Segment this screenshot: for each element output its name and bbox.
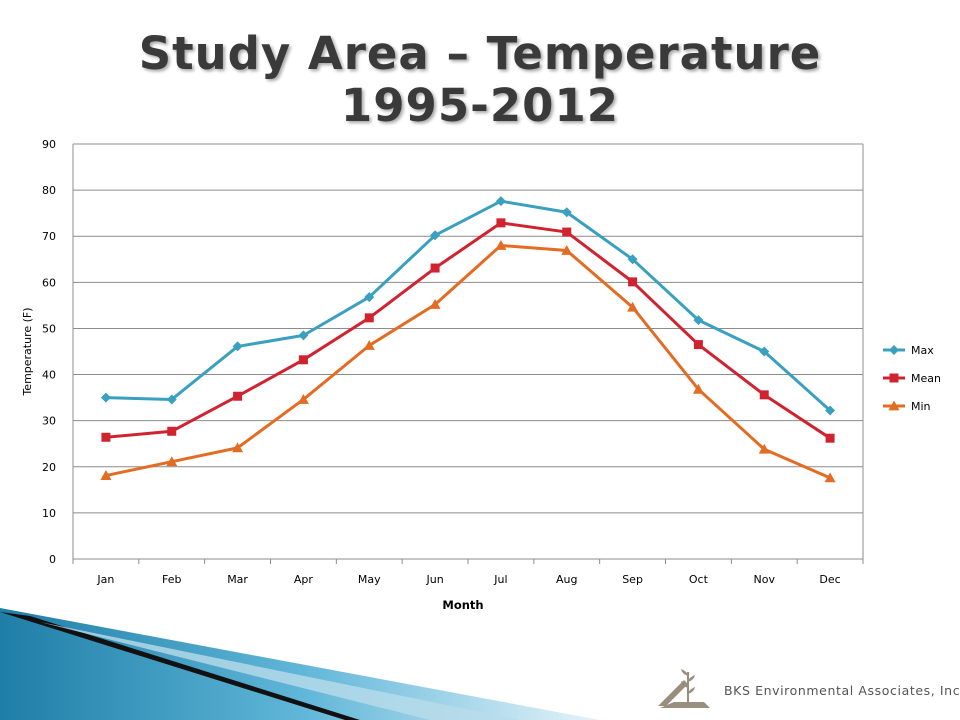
slide-title: Study Area – Temperature 1995-2012 [0, 28, 960, 132]
y-tick-label: 90 [42, 138, 56, 151]
data-point-min [363, 340, 375, 350]
data-point-mean [364, 313, 374, 323]
data-point-max [627, 254, 638, 265]
y-axis-title: Temperature (F) [21, 307, 34, 396]
data-point-max [298, 330, 309, 341]
legend-label-max: Max [911, 344, 934, 357]
slide-title-line2: 1995-2012 [340, 79, 620, 132]
data-point-mean [167, 426, 177, 436]
y-tick-label: 80 [42, 184, 56, 197]
data-point-min [561, 245, 573, 255]
data-point-mean [562, 227, 572, 237]
data-point-mean [298, 355, 308, 365]
data-point-mean [233, 391, 243, 401]
data-point-min [232, 442, 244, 453]
data-point-max [100, 392, 111, 403]
data-point-max [364, 292, 375, 303]
data-point-min [627, 301, 639, 312]
data-point-mean [693, 340, 703, 350]
legend-marker-min [888, 400, 900, 411]
x-axis-title: Month [442, 598, 483, 612]
data-point-max [430, 230, 441, 241]
data-point-max [825, 405, 836, 416]
x-tick-label-oct: Oct [689, 573, 709, 586]
slide-title-line1: Study Area – Temperature [138, 27, 822, 80]
x-tick-label-feb: Feb [162, 573, 181, 586]
data-point-mean [825, 433, 835, 443]
x-tick-label-may: May [358, 573, 381, 586]
data-point-min [166, 456, 178, 467]
company-logo-icon [658, 669, 710, 708]
data-point-min [692, 383, 704, 394]
data-point-min [429, 298, 441, 309]
x-tick-label-dec: Dec [819, 573, 840, 586]
data-point-min [100, 470, 112, 480]
y-tick-label: 20 [42, 461, 56, 474]
data-point-min [297, 393, 309, 404]
series-line-max [105, 199, 832, 412]
data-point-max [232, 341, 243, 352]
x-tick-label-nov: Nov [754, 573, 776, 586]
footer-company-name: BKS Environmental Associates, Inc. [724, 683, 960, 698]
y-tick-label: 0 [49, 553, 56, 566]
data-point-mean [628, 277, 638, 287]
data-point-max [693, 315, 704, 326]
data-point-mean [430, 263, 440, 273]
x-tick-label-jul: Jul [493, 573, 507, 586]
x-tick-label-mar: Mar [227, 573, 248, 586]
y-tick-label: 40 [42, 369, 56, 382]
data-point-mean [101, 432, 111, 442]
x-tick-label-apr: Apr [294, 573, 314, 586]
x-tick-label-jan: Jan [96, 573, 114, 586]
y-tick-label: 50 [42, 322, 56, 335]
series-line-min [105, 243, 831, 480]
legend-label-min: Min [911, 400, 931, 413]
y-tick-label: 10 [42, 507, 56, 520]
legend-marker-max [889, 345, 899, 355]
legend-label-mean: Mean [911, 372, 941, 385]
y-tick-label: 60 [42, 276, 56, 289]
series-line-mean [105, 221, 831, 440]
data-point-max [561, 207, 572, 218]
y-tick-label: 70 [42, 230, 56, 243]
x-tick-label-aug: Aug [556, 573, 577, 586]
data-point-max [495, 196, 506, 207]
data-point-min [495, 239, 507, 250]
data-point-max [759, 346, 770, 357]
x-tick-label-jun: Jun [425, 573, 443, 586]
data-point-min [824, 472, 836, 483]
data-point-mean [759, 390, 769, 400]
data-point-min [758, 443, 770, 454]
data-point-mean [496, 218, 506, 228]
y-tick-label: 30 [42, 415, 56, 428]
data-point-max [166, 394, 177, 405]
legend-marker-mean [889, 373, 899, 383]
x-tick-label-sep: Sep [622, 573, 643, 586]
